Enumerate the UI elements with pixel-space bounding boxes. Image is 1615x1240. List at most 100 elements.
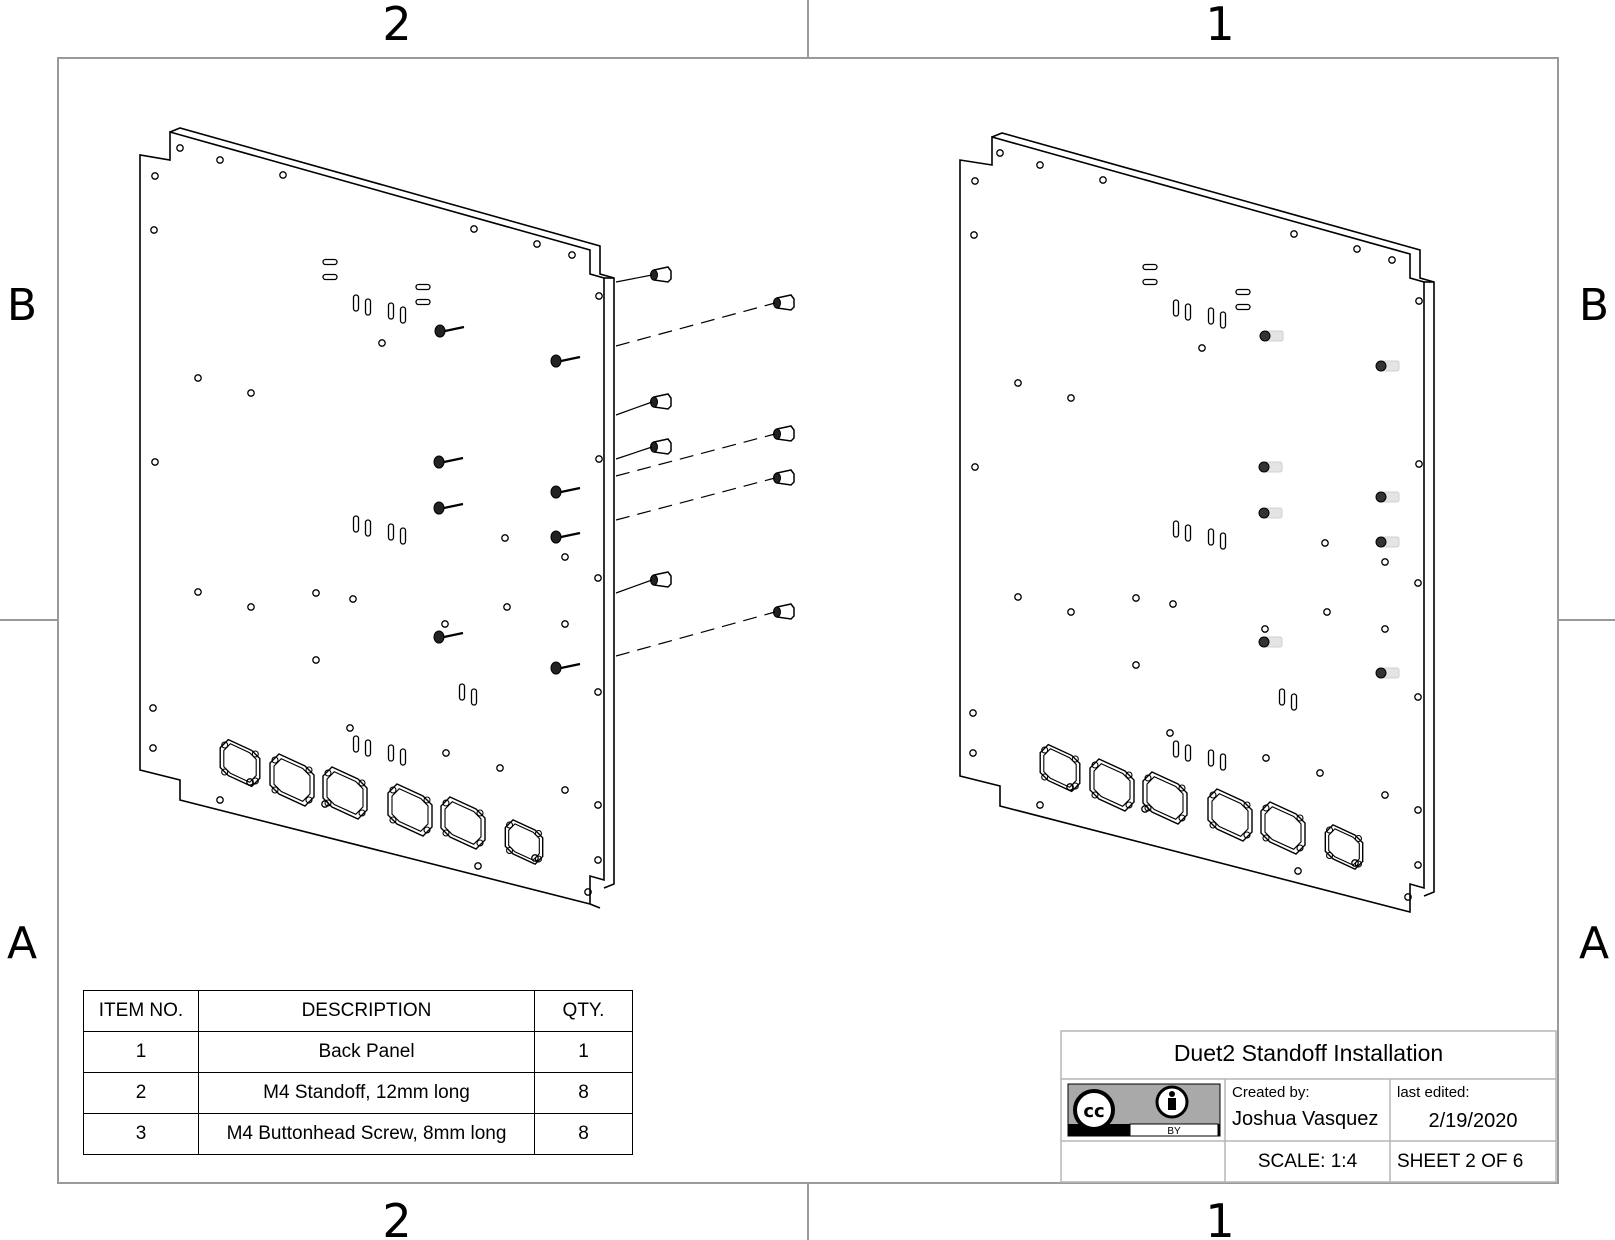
slot: [387, 523, 395, 541]
slot: [415, 298, 431, 306]
connector-screw-hole: [251, 750, 259, 758]
mounting-hole: [470, 225, 478, 233]
mounting-hole: [1169, 600, 1177, 608]
mounting-hole: [474, 862, 482, 870]
zone-right-b: B: [1579, 280, 1609, 331]
connector-screw-hole: [251, 777, 259, 785]
exploded-view: [139, 127, 795, 909]
slot: [399, 748, 407, 766]
slots: [1142, 263, 1298, 771]
assembly-lines: [615, 274, 776, 657]
screw-shaft: [444, 325, 465, 333]
connector-screw-hole: [1262, 834, 1270, 842]
connector-outer: [219, 738, 261, 788]
bill-of-materials: ITEM NO. DESCRIPTION QTY. 1 Back Panel 1…: [83, 990, 633, 1155]
mounting-holes: [969, 149, 1423, 901]
mounting-hole: [1099, 176, 1107, 184]
connector-cutout: [1039, 743, 1081, 793]
connector-screw-hole: [505, 846, 514, 855]
zone-left-b: B: [7, 280, 37, 331]
mounting-hole: [561, 786, 569, 794]
standoff: [650, 571, 672, 588]
mounting-hole: [533, 240, 541, 248]
mounting-hole: [1067, 608, 1075, 616]
connector-screw-hole: [1354, 834, 1362, 843]
table-row: 2 M4 Standoff, 12mm long 8: [83, 1072, 633, 1114]
connector-screw-hole: [389, 816, 397, 824]
mounting-hole: [279, 171, 287, 179]
mounting-hole: [1414, 861, 1422, 869]
connector-outer: [1142, 771, 1188, 825]
screw-head: [1258, 507, 1270, 519]
screw-shaft: [560, 486, 581, 494]
buttonhead-screw: [550, 354, 581, 368]
connector-cutouts: [1039, 743, 1364, 870]
table-row: 1 Back Panel 1: [83, 1031, 633, 1073]
mounting-hole: [1381, 625, 1389, 633]
assembly-line: [615, 302, 776, 347]
connector-screw-hole: [358, 779, 366, 787]
assembly-line: [615, 477, 776, 521]
mounting-hole: [501, 534, 509, 542]
connector-screw-hole: [1243, 831, 1251, 839]
mounting-hole: [349, 595, 357, 603]
screw-head: [433, 630, 445, 644]
connector-outer: [387, 783, 433, 837]
slot: [1184, 524, 1192, 542]
mounting-hole: [1014, 379, 1022, 387]
mounting-hole: [312, 656, 320, 664]
svg-text:cc: cc: [1083, 1101, 1104, 1122]
mounting-hole: [996, 149, 1004, 157]
connector-screw-hole: [476, 839, 484, 847]
mounting-hole: [971, 463, 979, 471]
zone-top-2: 2: [382, 0, 411, 51]
assembly-line: [615, 579, 653, 594]
standoff: [650, 393, 672, 410]
mounting-hole: [568, 251, 576, 259]
connector-screw-hole: [1354, 860, 1362, 868]
mounting-hole: [442, 749, 450, 757]
screw-shaft: [560, 355, 581, 363]
connector-screw-hole: [358, 809, 366, 817]
connector-screw-hole: [1178, 814, 1186, 822]
mounting-hole: [1381, 558, 1389, 566]
screw-head: [1375, 667, 1387, 679]
installed-standoff: [1375, 360, 1400, 372]
mounting-hole: [1351, 859, 1359, 867]
mounting-hole: [151, 458, 159, 466]
mounting-hole: [149, 704, 157, 712]
author-name: Joshua Vasquez: [1232, 1108, 1379, 1130]
mounting-hole: [1132, 661, 1140, 669]
screw-head: [1258, 636, 1270, 648]
connector-screw-hole: [1071, 755, 1079, 763]
mounting-hole: [149, 744, 157, 752]
connector-outer: [1324, 824, 1364, 870]
mounting-hole: [346, 724, 354, 732]
connector-cutout: [219, 738, 261, 788]
mounting-hole: [1290, 230, 1298, 238]
connector-cutout: [1260, 801, 1306, 855]
assembly-line: [615, 401, 653, 416]
installed-standoffs: [1258, 330, 1400, 679]
mounting-hole: [1316, 769, 1324, 777]
mounting-hole: [1414, 806, 1422, 814]
mounting-hole: [971, 177, 979, 185]
mounting-hole: [216, 156, 224, 164]
mounting-hole: [1414, 693, 1422, 701]
buttonhead-screw: [433, 455, 464, 469]
slots: [322, 258, 478, 766]
assembly-line: [615, 433, 776, 477]
mounting-hole: [1388, 256, 1396, 264]
slot: [1172, 520, 1180, 538]
screw-head: [1258, 461, 1270, 473]
screw-shaft: [560, 531, 581, 539]
connector-screw-hole: [305, 796, 313, 804]
mounting-hole: [1262, 754, 1270, 762]
connector-screw-hole: [271, 756, 279, 764]
mounting-hole: [1036, 801, 1044, 809]
slot: [1290, 693, 1298, 711]
slot: [399, 527, 407, 545]
slot: [387, 302, 395, 320]
